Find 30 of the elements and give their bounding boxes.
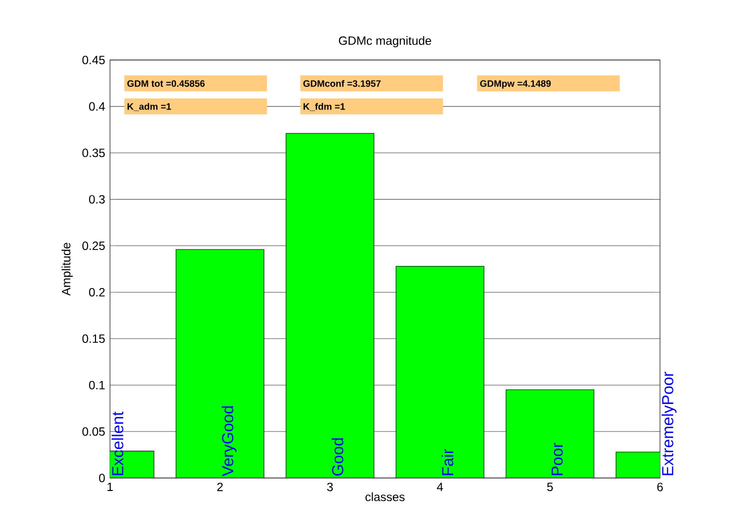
annotation: GDMpw =4.1489 xyxy=(480,80,551,89)
y-tick-label: 0.25 xyxy=(82,242,105,250)
y-axis-title: Amplitude xyxy=(62,243,73,296)
y-tick-label: 0 xyxy=(99,474,105,482)
annotation: Fair xyxy=(442,449,454,476)
annotation: GDM tot =0.45856 xyxy=(127,80,205,87)
y-tick-label: 0.3 xyxy=(89,195,105,204)
chart-title: GDMc magnitude xyxy=(338,36,432,48)
x-tick-label: 2 xyxy=(217,482,223,492)
x-tick-label: 1 xyxy=(108,482,113,492)
x-tick-label: 5 xyxy=(547,482,553,492)
annotation: VeryGood xyxy=(222,406,237,476)
x-axis-title: classes xyxy=(366,492,405,502)
annotation: GDMconf =3.1957 xyxy=(303,80,381,88)
y-tick-label: 0.15 xyxy=(82,334,105,344)
annotation: Excellent xyxy=(112,412,124,476)
y-tick-label: 0.4 xyxy=(89,102,105,111)
y-tick-label: 0.1 xyxy=(89,381,105,390)
y-tick-label: 0.35 xyxy=(82,148,105,158)
y-tick-label: 0.45 xyxy=(82,56,105,64)
y-tick-label: 0.05 xyxy=(82,427,105,436)
annotation: ExtremelyPoor xyxy=(662,372,677,476)
annotation: Poor xyxy=(552,443,563,476)
annotation: K_adm =1 xyxy=(128,103,172,112)
y-tick-label: 0.2 xyxy=(89,288,105,297)
x-tick-label: 6 xyxy=(657,482,663,492)
annotation: K_fdm =1 xyxy=(304,103,345,112)
x-tick-label: 3 xyxy=(327,482,333,492)
x-tick-label: 4 xyxy=(436,482,443,492)
annotation: Good xyxy=(332,438,344,476)
